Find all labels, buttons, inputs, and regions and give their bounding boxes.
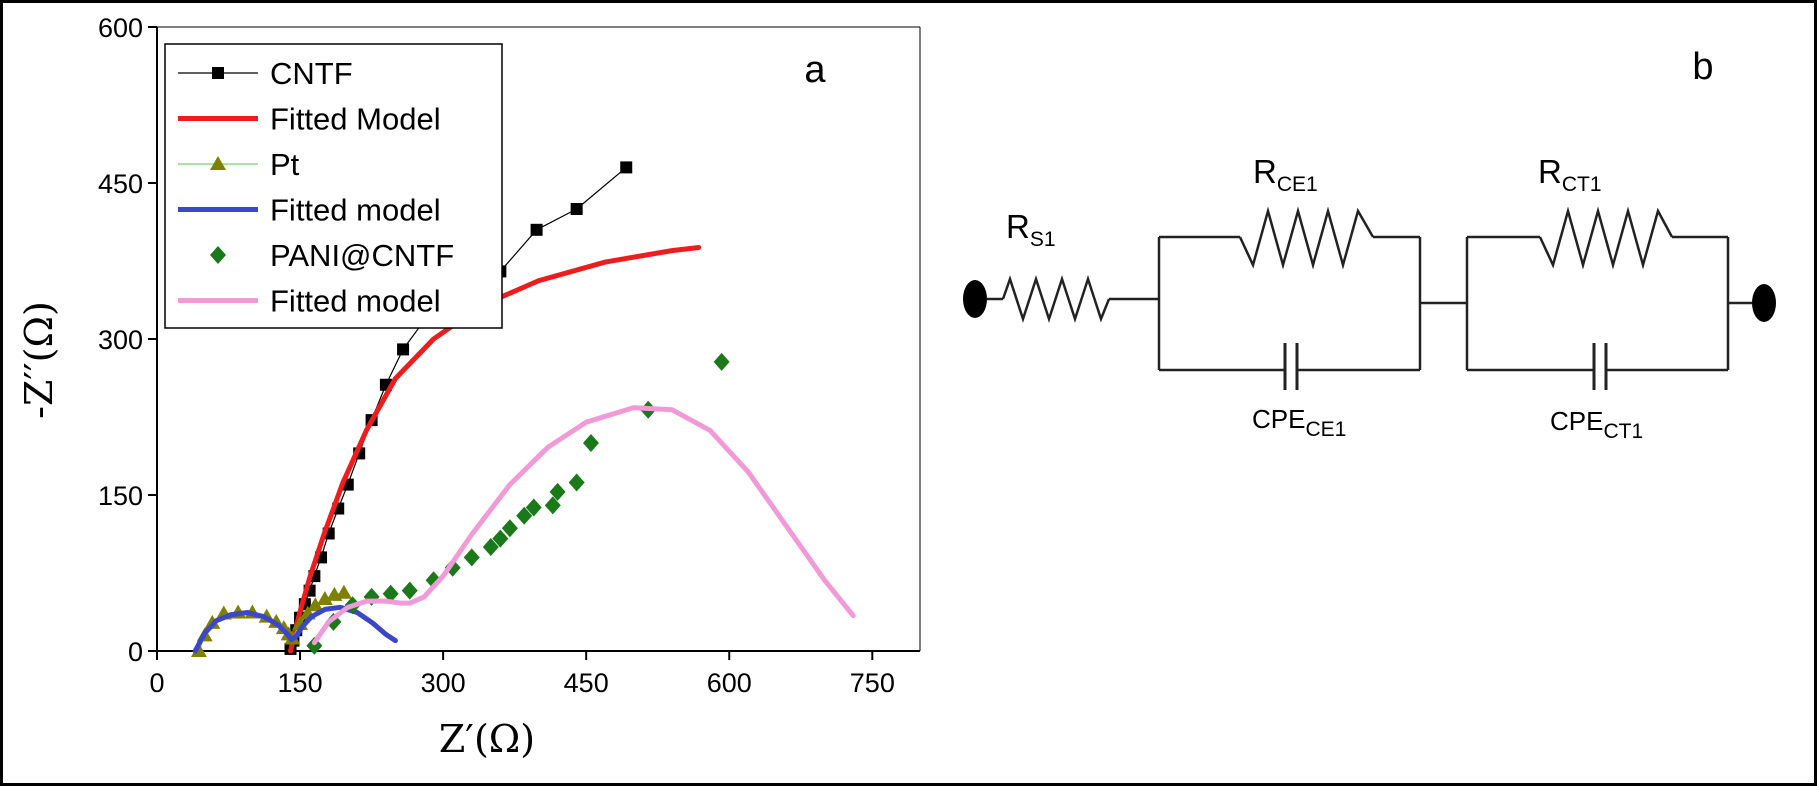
series-4	[306, 352, 730, 655]
data-point	[713, 352, 730, 371]
legend-entry: Fitted model	[178, 193, 441, 228]
legend-label: Fitted Model	[270, 102, 441, 137]
data-point	[544, 496, 561, 515]
data-point	[463, 548, 480, 567]
data-point	[568, 473, 585, 492]
x-tick-label: 600	[707, 668, 752, 698]
legend-marker	[212, 67, 224, 79]
data-point	[316, 591, 333, 605]
data-point	[190, 643, 207, 657]
data-point	[549, 482, 566, 501]
panel-label-a: a	[804, 49, 826, 91]
data-point	[397, 343, 410, 356]
legend-marker	[210, 156, 226, 170]
x-axis-title: Z′(Ω)	[439, 717, 535, 761]
x-tick-label: 450	[564, 668, 609, 698]
resistor-rct1-icon	[1538, 206, 1674, 270]
legend-label: Pt	[270, 147, 300, 182]
data-point	[492, 529, 509, 548]
data-point	[401, 581, 418, 600]
axes	[156, 26, 921, 652]
resistor-rce1-icon	[1238, 206, 1375, 270]
equivalent-circuit: b RS1 RCE1 RCT1 CPECE1 CPECT1	[963, 46, 1776, 443]
panel-label-b: b	[1692, 46, 1713, 88]
resistor-rs1-icon	[1001, 274, 1111, 324]
series-line	[192, 604, 398, 654]
data-point	[570, 203, 583, 215]
y-tick-label: 600	[98, 13, 143, 43]
data-point	[382, 584, 399, 603]
data-point	[516, 506, 533, 525]
legend-label: Fitted model	[270, 193, 441, 228]
y-tick-label: 300	[98, 325, 143, 355]
label-rce1: RCE1	[1253, 153, 1318, 196]
data-point	[620, 161, 633, 174]
data-point	[335, 584, 352, 599]
y-ticks: 0 150 300 450 600	[98, 13, 157, 667]
legend-entry: Pt	[178, 147, 300, 182]
legend-entry: Fitted Model	[178, 102, 441, 137]
legend-entry: PANI@CNTF	[210, 238, 454, 273]
y-tick-label: 0	[128, 637, 143, 667]
series-line	[311, 405, 856, 646]
legend-label: PANI@CNTF	[270, 238, 454, 273]
data-point	[306, 636, 323, 655]
legend-label: Fitted model	[270, 284, 441, 319]
data-point	[525, 498, 542, 517]
legend-label: CNTF	[270, 56, 353, 91]
series-1	[288, 244, 702, 654]
series-3	[192, 604, 398, 654]
legend: CNTF Fitted Model Pt Fitted model PANI@CNTF F…	[164, 43, 503, 329]
left-terminal	[963, 280, 987, 318]
legend-entry: CNTF	[178, 56, 353, 91]
y-tick-label: 450	[98, 169, 143, 199]
y-tick-label: 150	[98, 481, 143, 511]
right-terminal	[1752, 284, 1776, 322]
x-ticks: 0 150 300 450 600 750	[149, 651, 895, 698]
label-rct1: RCT1	[1538, 153, 1602, 196]
x-tick-label: 0	[149, 668, 164, 698]
data-point	[307, 597, 324, 612]
data-point	[501, 519, 518, 538]
series-line	[288, 244, 702, 654]
legend-marker	[210, 246, 226, 264]
series-5	[311, 405, 856, 646]
x-tick-label: 750	[850, 668, 895, 698]
label-rs1: RS1	[1006, 208, 1056, 251]
legend-entry: Fitted model	[178, 284, 441, 319]
x-tick-label: 300	[421, 668, 466, 698]
y-axis-title: -Z′′(Ω)	[17, 301, 61, 419]
data-point	[530, 223, 543, 236]
label-cpece1: CPECE1	[1252, 404, 1346, 441]
label-cpect1: CPECT1	[1550, 406, 1643, 443]
x-tick-label: 150	[278, 668, 323, 698]
data-point	[582, 434, 599, 452]
data-point	[482, 538, 499, 556]
legend-box	[164, 43, 503, 329]
series-layer	[190, 161, 856, 657]
